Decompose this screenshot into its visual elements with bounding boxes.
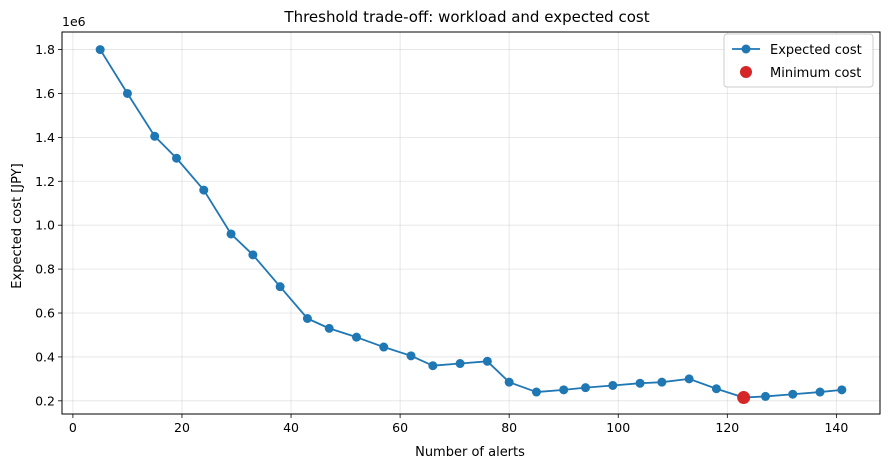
y-tick-label: 0.2	[35, 393, 55, 408]
data-point	[122, 88, 132, 98]
data-point	[711, 384, 721, 394]
y-axis-label: Expected cost [JPY]	[10, 163, 25, 288]
legend-label-minimum-cost: Minimum cost	[770, 66, 861, 81]
legend-label-expected-cost: Expected cost	[770, 43, 862, 58]
y-tick-label: 1.0	[35, 218, 55, 233]
series-layer	[95, 45, 847, 405]
x-axis-label: Number of alerts	[415, 445, 525, 460]
data-point	[95, 45, 105, 55]
axis-ticks: 0 20 40 60 80 100 120 140 0.2 0.4 0.6 0.8 1.0 1.2 1.4 1…	[35, 42, 848, 435]
data-point	[837, 385, 847, 395]
data-point	[788, 389, 798, 399]
x-tick-label: 100	[606, 420, 630, 435]
data-point	[581, 383, 591, 393]
x-tick-label: 80	[501, 420, 517, 435]
x-tick-label: 60	[392, 420, 408, 435]
data-point	[172, 153, 182, 163]
x-tick-label: 40	[283, 420, 299, 435]
minimum-cost-point	[737, 391, 751, 405]
grid	[62, 32, 880, 414]
y-tick-label: 0.4	[35, 349, 55, 364]
legend-marker-expected-cost	[741, 44, 751, 54]
data-point	[815, 387, 825, 397]
x-tick-label: 140	[824, 420, 848, 435]
legend: Expected cost Minimum cost	[723, 33, 874, 88]
data-point	[248, 250, 258, 260]
data-point	[657, 377, 667, 387]
x-tick-label: 20	[174, 420, 190, 435]
y-tick-label: 1.8	[35, 42, 55, 57]
y-tick-label: 0.8	[35, 262, 55, 277]
data-point	[482, 356, 492, 366]
x-tick-label: 0	[69, 420, 77, 435]
y-offset-label: 1e6	[62, 14, 86, 29]
data-point	[351, 332, 361, 342]
data-point	[760, 391, 770, 401]
data-point	[504, 377, 514, 387]
data-point	[531, 387, 541, 397]
data-point	[275, 282, 285, 292]
data-point	[302, 314, 312, 323]
data-point	[226, 229, 236, 239]
y-tick-label: 0.6	[35, 306, 55, 321]
plot-frame	[61, 31, 881, 415]
legend-box	[723, 33, 874, 88]
data-point	[559, 385, 569, 395]
x-tick-label: 120	[715, 420, 739, 435]
legend-marker-minimum-cost	[740, 66, 752, 78]
chart-title: Threshold trade-off: workload and expect…	[283, 8, 649, 26]
data-point	[684, 374, 694, 384]
data-point	[635, 378, 645, 388]
data-point	[608, 380, 618, 390]
data-point	[199, 185, 209, 195]
data-point	[150, 131, 160, 141]
data-point	[324, 323, 334, 333]
y-tick-label: 1.2	[35, 174, 55, 189]
series-line-expected-cost	[99, 49, 842, 399]
y-tick-label: 1.6	[35, 86, 55, 101]
data-point	[379, 342, 389, 352]
y-tick-label: 1.4	[35, 130, 55, 145]
data-point	[428, 361, 438, 371]
data-point	[455, 359, 465, 369]
data-point	[406, 351, 416, 361]
